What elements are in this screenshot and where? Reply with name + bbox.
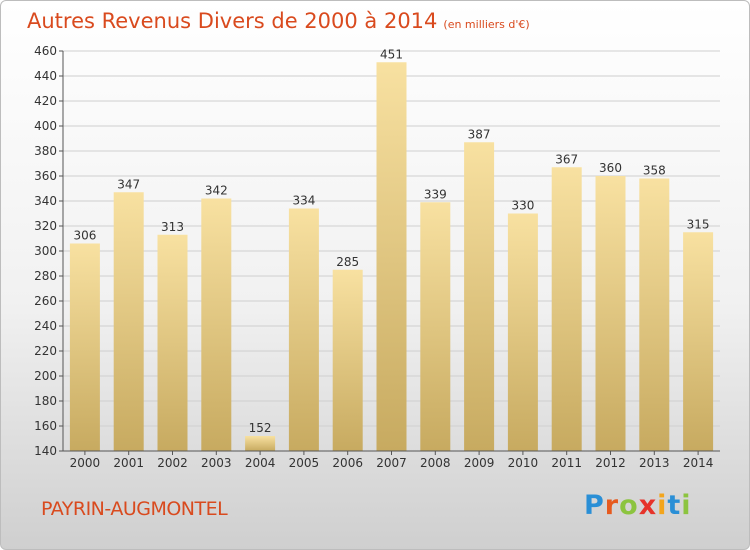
x-tick-label: 2005 bbox=[289, 456, 320, 470]
logo-letter: i bbox=[657, 490, 668, 521]
x-tick-label: 2014 bbox=[683, 456, 714, 470]
y-tick-label: 460 bbox=[34, 44, 57, 58]
bar bbox=[245, 436, 276, 451]
axes: 140 160 180 200 220 240 260 280 300 320 340 360 380 4… bbox=[34, 44, 720, 470]
bar-value-label: 330 bbox=[511, 199, 534, 213]
bar bbox=[376, 62, 407, 451]
bar bbox=[157, 234, 188, 451]
bar bbox=[464, 142, 495, 451]
logo-letter: r bbox=[604, 490, 620, 521]
bar-value-label: 358 bbox=[643, 164, 666, 178]
bar bbox=[420, 202, 451, 451]
bar bbox=[288, 208, 319, 451]
bar bbox=[201, 198, 232, 451]
y-tick-label: 320 bbox=[34, 219, 57, 233]
bar-value-label: 339 bbox=[424, 187, 447, 201]
x-tick-label: 2007 bbox=[376, 456, 407, 470]
x-tick-label: 2012 bbox=[595, 456, 626, 470]
bar bbox=[113, 192, 144, 451]
x-tick-label: 2010 bbox=[508, 456, 539, 470]
bars: 306 347 313 342 152 334 285 451 339 387 330 367 360 3… bbox=[69, 47, 714, 451]
bar-value-label: 451 bbox=[380, 47, 403, 61]
x-tick-label: 2006 bbox=[332, 456, 363, 470]
proxiti-logo: Proxiti bbox=[584, 490, 692, 521]
bar bbox=[551, 167, 582, 451]
x-tick-label: 2002 bbox=[157, 456, 188, 470]
y-tick-label: 180 bbox=[34, 394, 57, 408]
bar-value-label: 347 bbox=[117, 177, 140, 191]
y-tick-label: 340 bbox=[34, 194, 57, 208]
bar-value-label: 313 bbox=[161, 220, 184, 234]
unit-text: (en milliers d'€) bbox=[443, 18, 530, 31]
title-text: Autres Revenus Divers de 2000 à 2014 bbox=[27, 9, 438, 33]
logo-letter: t bbox=[667, 490, 682, 521]
commune-name: PAYRIN-AUGMONTEL bbox=[41, 498, 228, 520]
x-tick-label: 2009 bbox=[464, 456, 495, 470]
y-tick-label: 220 bbox=[34, 344, 57, 358]
y-tick-label: 200 bbox=[34, 369, 57, 383]
x-tick-label: 2004 bbox=[245, 456, 276, 470]
bar bbox=[595, 176, 626, 451]
bar bbox=[639, 178, 670, 451]
y-tick-label: 240 bbox=[34, 319, 57, 333]
bar-value-label: 367 bbox=[555, 152, 578, 166]
logo-letter: x bbox=[638, 490, 658, 521]
y-tick-label: 400 bbox=[34, 119, 57, 133]
y-tick-label: 160 bbox=[34, 419, 57, 433]
x-tick-label: 2001 bbox=[113, 456, 144, 470]
x-tick-label: 2003 bbox=[201, 456, 232, 470]
bar-value-label: 342 bbox=[205, 184, 228, 198]
bar-value-label: 360 bbox=[599, 161, 622, 175]
bar-value-label: 152 bbox=[249, 421, 272, 435]
bar-value-label: 334 bbox=[292, 194, 315, 208]
logo-letter: o bbox=[619, 490, 639, 521]
y-tick-label: 280 bbox=[34, 269, 57, 283]
bar-value-label: 285 bbox=[336, 255, 359, 269]
y-tick-label: 440 bbox=[34, 69, 57, 83]
bar bbox=[683, 232, 714, 451]
y-tick-label: 300 bbox=[34, 244, 57, 258]
bar bbox=[332, 269, 363, 451]
y-tick-label: 140 bbox=[34, 444, 57, 458]
bar-value-label: 387 bbox=[468, 127, 491, 141]
y-tick-label: 420 bbox=[34, 94, 57, 108]
logo-letter: i bbox=[681, 490, 692, 521]
logo-letter: P bbox=[584, 490, 605, 521]
x-tick-label: 2011 bbox=[551, 456, 582, 470]
bar bbox=[69, 243, 100, 451]
y-tick-label: 260 bbox=[34, 294, 57, 308]
bar-value-label: 315 bbox=[687, 217, 710, 231]
bar-value-label: 306 bbox=[73, 229, 96, 243]
y-tick-label: 360 bbox=[34, 169, 57, 183]
x-tick-label: 2013 bbox=[639, 456, 670, 470]
bar bbox=[507, 213, 538, 451]
y-tick-label: 380 bbox=[34, 144, 57, 158]
x-tick-label: 2000 bbox=[70, 456, 101, 470]
chart-title: Autres Revenus Divers de 2000 à 2014 (en … bbox=[27, 9, 530, 33]
x-tick-label: 2008 bbox=[420, 456, 451, 470]
